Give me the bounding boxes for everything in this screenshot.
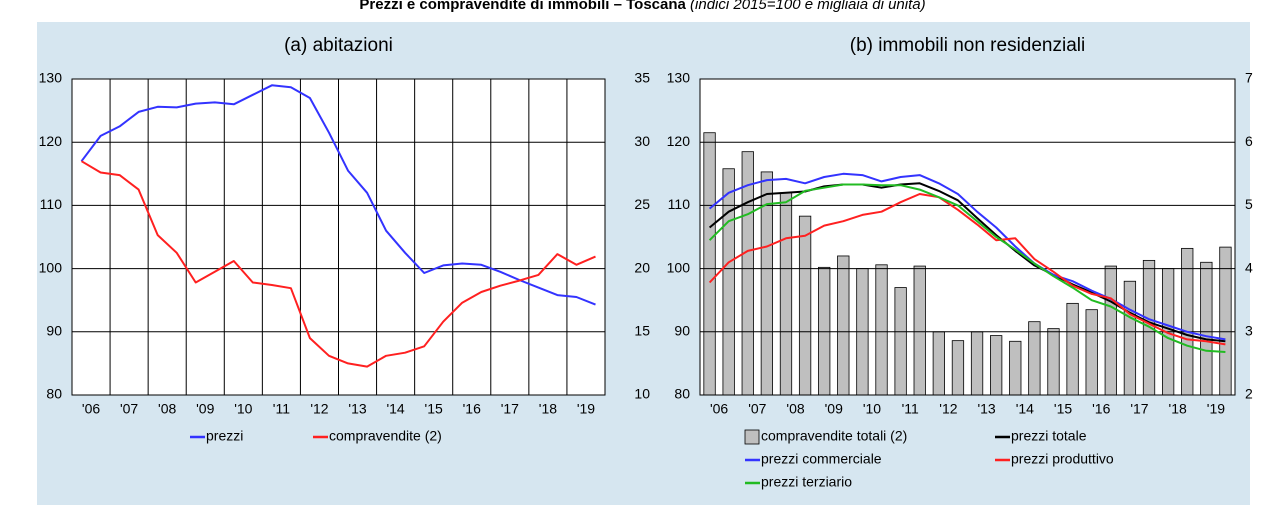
- x-tick-label: '06: [710, 401, 728, 417]
- bar: [722, 168, 735, 396]
- legend-label: prezzi: [206, 428, 243, 444]
- bar: [1219, 246, 1232, 396]
- x-tick-label: '07: [120, 401, 138, 417]
- bar: [818, 266, 831, 396]
- bar: [1104, 265, 1117, 396]
- x-tick-label: '13: [977, 401, 995, 417]
- x-tick-label: '10: [863, 401, 881, 417]
- y2-tick-label: 3: [1245, 323, 1253, 339]
- x-tick-label: '18: [539, 401, 557, 417]
- line: [708, 182, 1226, 343]
- legend-label: compravendite totali (2): [761, 428, 907, 444]
- y3-tick-label: 35: [634, 70, 650, 86]
- x-tick-label: '09: [825, 401, 843, 417]
- x-tick-label: '11: [273, 401, 290, 417]
- legend-label: compravendite (2): [329, 428, 442, 444]
- legend-label: prezzi produttivo: [1011, 451, 1114, 467]
- x-tick-label: '08: [158, 401, 176, 417]
- y-tick-label: 110: [668, 196, 691, 212]
- y3-tick-label: 20: [634, 259, 650, 275]
- figure-title: Prezzi e compravendite di immobili – Tos…: [359, 0, 686, 13]
- bar: [798, 215, 812, 396]
- x-tick-label: '15: [1054, 401, 1072, 417]
- x-tick-label: '12: [939, 401, 957, 417]
- y-tick-label: 80: [46, 386, 62, 402]
- x-tick-label: '14: [386, 401, 404, 417]
- x-tick-label: '16: [463, 401, 481, 417]
- y-tick-label: 120: [667, 133, 691, 149]
- legend-label: prezzi totale: [1011, 428, 1087, 444]
- y-tick-label: 120: [39, 133, 63, 149]
- y2-tick-label: 7: [1245, 70, 1253, 86]
- x-tick-label: '15: [425, 401, 443, 417]
- x-tick-label: '17: [1130, 401, 1148, 417]
- bar: [990, 335, 1003, 396]
- y-tick-label: 100: [39, 259, 63, 275]
- x-tick-label: '11: [902, 401, 919, 417]
- x-tick-label: '17: [501, 401, 519, 417]
- x-tick-label: '19: [1207, 401, 1225, 417]
- bar: [837, 255, 850, 396]
- y3-tick-label: 30: [634, 133, 650, 149]
- y-tick-label: 130: [667, 70, 691, 86]
- bar: [1028, 321, 1041, 396]
- y-tick-label: 90: [46, 323, 62, 339]
- bar: [1009, 340, 1022, 396]
- y-tick-label: 100: [667, 259, 691, 275]
- bar: [703, 132, 716, 396]
- line: [708, 183, 1226, 353]
- bar: [932, 331, 945, 396]
- y-tick-label: 130: [39, 70, 63, 86]
- bar: [894, 287, 907, 396]
- bar: [1181, 247, 1194, 396]
- bar: [970, 331, 984, 396]
- x-tick-label: '07: [748, 401, 766, 417]
- x-tick-label: '19: [577, 401, 595, 417]
- line: [708, 193, 1226, 346]
- legend-label: prezzi terziario: [761, 474, 852, 490]
- y-tick-label: 110: [40, 196, 63, 212]
- y3-tick-label: 10: [634, 386, 650, 402]
- x-tick-label: '16: [1092, 401, 1110, 417]
- x-tick-label: '06: [82, 401, 100, 417]
- figure-subtitle: (indici 2015=100 e migliaia di unità): [690, 0, 926, 13]
- bar: [1085, 309, 1098, 396]
- bar: [913, 265, 926, 396]
- bar: [741, 151, 754, 396]
- x-tick-label: '10: [234, 401, 252, 417]
- x-tick-label: '18: [1169, 401, 1187, 417]
- legend-label: prezzi commerciale: [761, 451, 882, 467]
- y3-tick-label: 25: [634, 196, 650, 212]
- line: [708, 172, 1226, 341]
- bar: [875, 264, 888, 396]
- y-tick-label: 80: [674, 386, 690, 402]
- x-tick-label: '14: [1016, 401, 1034, 417]
- y2-tick-label: 2: [1245, 386, 1253, 402]
- x-tick-label: '12: [310, 401, 328, 417]
- line: [80, 160, 596, 368]
- figure-header: Prezzi e compravendite di immobili – Tos…: [0, 0, 1285, 13]
- bar: [951, 340, 965, 396]
- bar: [1123, 280, 1137, 396]
- bar: [779, 192, 793, 396]
- panel-title: (a) abitazioni: [284, 35, 393, 56]
- x-tick-label: '13: [348, 401, 366, 417]
- line: [80, 84, 596, 306]
- x-tick-label: '09: [196, 401, 214, 417]
- bar: [1066, 302, 1079, 396]
- y2-tick-label: 6: [1245, 133, 1253, 149]
- bar: [1200, 261, 1213, 396]
- y-tick-label: 90: [674, 323, 690, 339]
- legend-swatch: [744, 429, 760, 445]
- y2-tick-label: 5: [1245, 196, 1253, 212]
- y2-tick-label: 4: [1245, 259, 1253, 275]
- x-tick-label: '08: [786, 401, 804, 417]
- y3-tick-label: 15: [634, 323, 650, 339]
- panel-title: (b) immobili non residenziali: [850, 35, 1085, 56]
- bar: [1047, 328, 1060, 396]
